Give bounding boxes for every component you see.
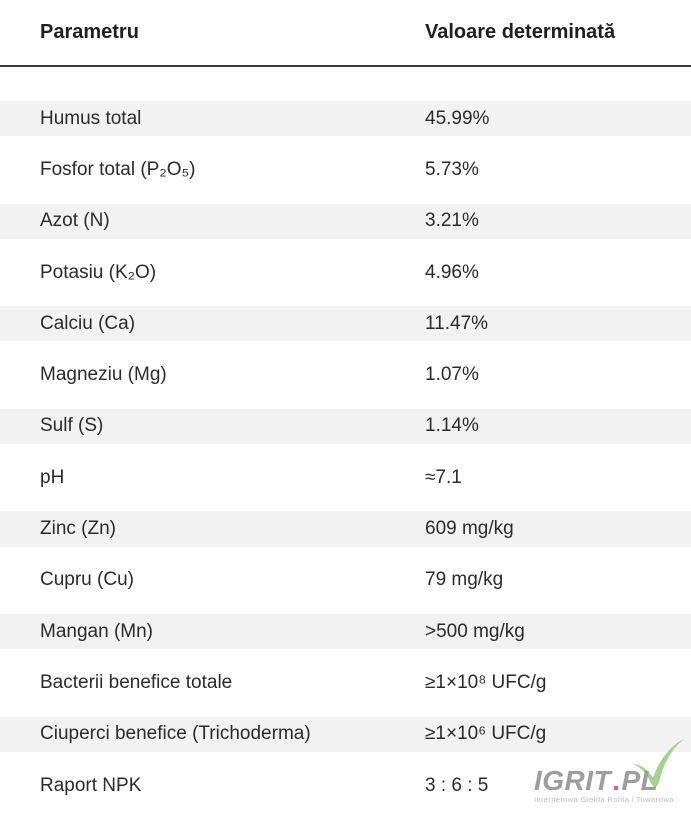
param-cell: Raport NPK <box>40 774 142 796</box>
table-row: Azot (N) 3.21% <box>0 196 691 247</box>
param-cell: pH <box>40 466 65 488</box>
param-cell: Cupru (Cu) <box>40 569 134 591</box>
param-cell: Magneziu (Mg) <box>40 364 167 386</box>
value-cell: 3 : 6 : 5 <box>425 774 489 796</box>
table-row: Potasiu (K₂O) 4.96% <box>0 247 691 298</box>
table-row: Fosfor total (P₂O₅) 5.73% <box>0 144 691 195</box>
value-cell: ≥1×10⁶ UFC/g <box>425 723 547 745</box>
table-row: Zinc (Zn) 609 mg/kg <box>0 503 691 554</box>
table-row: pH ≈7.1 <box>0 452 691 503</box>
param-cell: Potasiu (K₂O) <box>40 261 157 283</box>
value-cell: 3.21% <box>425 210 479 232</box>
column-header-parametru: Parametru <box>40 21 139 43</box>
param-cell: Humus total <box>40 107 142 129</box>
value-cell: >500 mg/kg <box>425 620 525 642</box>
param-cell: Zinc (Zn) <box>40 518 116 540</box>
value-cell: 79 mg/kg <box>425 569 504 591</box>
table-row: Cupru (Cu) 79 mg/kg <box>0 555 691 606</box>
table-row: Calciu (Ca) 11.47% <box>0 298 691 349</box>
param-cell: Mangan (Mn) <box>40 620 153 642</box>
param-cell: Azot (N) <box>40 210 110 232</box>
table-row: Magneziu (Mg) 1.07% <box>0 349 691 400</box>
param-cell: Ciuperci benefice (Trichoderma) <box>40 723 311 745</box>
value-cell: ≈7.1 <box>425 466 462 488</box>
table-row: Bacterii benefice totale ≥1×10⁸ UFC/g <box>0 657 691 708</box>
param-cell: Calciu (Ca) <box>40 312 136 334</box>
value-cell: 609 mg/kg <box>425 518 514 540</box>
value-cell: 4.96% <box>425 261 479 283</box>
table-row: Ciuperci benefice (Trichoderma) ≥1×10⁶ U… <box>0 709 691 760</box>
table-row: Raport NPK 3 : 6 : 5 <box>0 760 691 811</box>
param-cell: Bacterii benefice totale <box>40 671 233 693</box>
column-header-valoare: Valoare determinată <box>425 21 616 43</box>
param-cell: Sulf (S) <box>40 415 104 437</box>
value-cell: 45.99% <box>425 107 490 129</box>
table-row: Mangan (Mn) >500 mg/kg <box>0 606 691 657</box>
value-cell: 1.07% <box>425 364 479 386</box>
table-header: Parametru Valoare determinată <box>0 0 691 67</box>
table-row: Humus total 45.99% <box>0 93 691 144</box>
table-body: Humus total 45.99% Fosfor total (P₂O₅) 5… <box>0 93 691 811</box>
value-cell: 5.73% <box>425 158 479 180</box>
value-cell: 1.14% <box>425 415 479 437</box>
table-row: Sulf (S) 1.14% <box>0 401 691 452</box>
value-cell: ≥1×10⁸ UFC/g <box>425 671 547 693</box>
value-cell: 11.47% <box>425 312 489 334</box>
param-cell: Fosfor total (P₂O₅) <box>40 158 196 180</box>
